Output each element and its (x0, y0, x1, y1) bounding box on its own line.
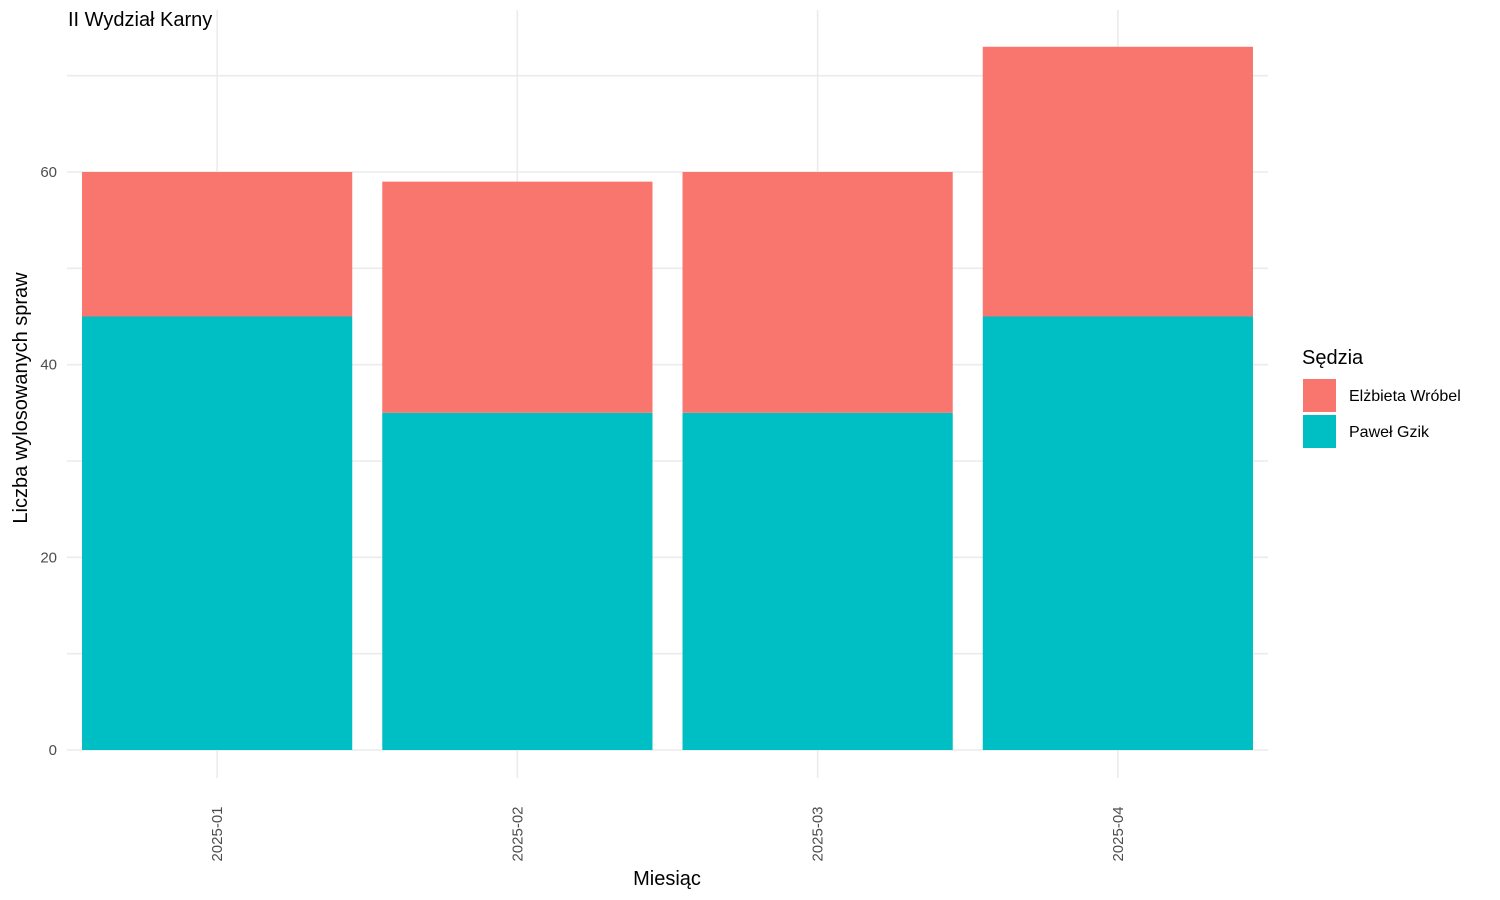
legend-swatch (1303, 379, 1336, 412)
x-axis-title: Miesiąc (633, 868, 701, 890)
x-tick-label: 2025-04 (1110, 806, 1127, 861)
legend-swatch (1303, 415, 1336, 448)
plot-title: II Wydział Karny (68, 9, 212, 31)
bar-segment (682, 172, 953, 413)
bar-segment (382, 181, 653, 413)
bar-segment (682, 412, 953, 750)
y-tick-label: 0 (49, 742, 57, 759)
bar-segment (982, 316, 1253, 750)
legend-label: Elżbieta Wróbel (1349, 388, 1461, 405)
x-tick-label: 2025-03 (810, 806, 827, 861)
bar-segment (82, 316, 353, 750)
legend: Sędzia Elżbieta Wróbel Paweł Gzik (1302, 347, 1461, 448)
legend-label: Paweł Gzik (1349, 424, 1430, 441)
y-axis-title: Liczba wylosowanych spraw (10, 272, 32, 524)
legend-title: Sędzia (1302, 347, 1364, 369)
y-tick-label: 20 (40, 549, 57, 566)
y-tick-label: 40 (40, 357, 57, 374)
x-axis: 2025-01 2025-02 2025-03 2025-04 (209, 806, 1127, 861)
x-tick-label: 2025-01 (209, 806, 226, 861)
y-axis: 0 20 40 60 (40, 164, 57, 759)
y-tick-label: 60 (40, 164, 57, 181)
bar-segment (82, 172, 353, 317)
bar-segment (382, 412, 653, 750)
bars (82, 46, 1253, 750)
x-tick-label: 2025-02 (509, 806, 526, 861)
bar-segment (982, 46, 1253, 317)
